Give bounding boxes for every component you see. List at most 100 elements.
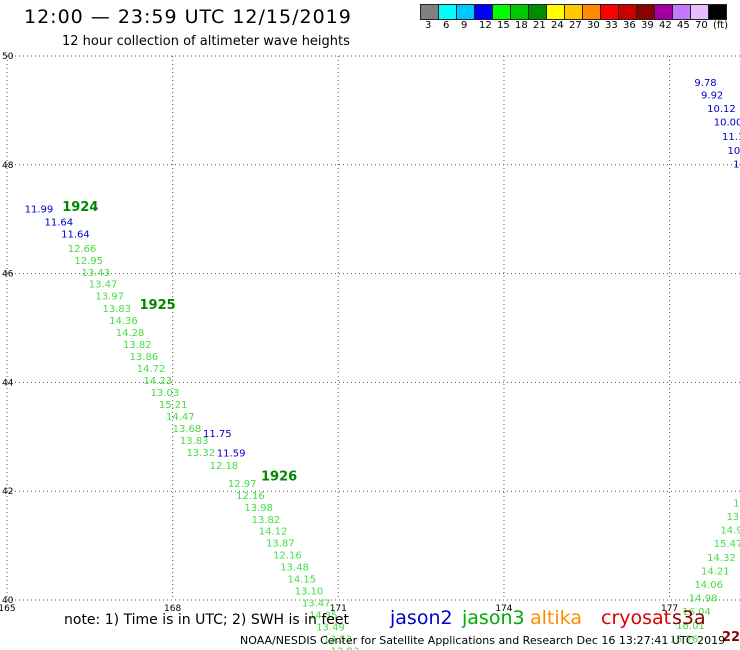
colorbar-label: 15 bbox=[497, 20, 510, 31]
wave-height-point: 15.21 bbox=[159, 400, 188, 411]
wave-height-point: 14.47 bbox=[166, 412, 195, 423]
wave-height-point: 14.12 bbox=[259, 527, 288, 538]
wave-height-point: 13.98 bbox=[244, 503, 273, 514]
wave-height-point: 14.72 bbox=[137, 364, 166, 375]
pass-time-label: 1924 bbox=[62, 200, 98, 215]
colorbar-label: 9 bbox=[461, 20, 468, 31]
colorbar-label: 18 bbox=[515, 20, 528, 31]
wave-height-point: 12.97 bbox=[228, 479, 257, 490]
wave-height-point: 13.49 bbox=[316, 622, 345, 633]
legend-jason3: jason3 bbox=[462, 607, 525, 629]
wave-height-point: 11.75 bbox=[203, 429, 232, 440]
wave-height-point: 10.00 bbox=[714, 118, 740, 129]
legend-cryosat: cryosat bbox=[601, 607, 672, 629]
wave-height-point: 9.78 bbox=[694, 78, 716, 89]
legend-altika: altika bbox=[530, 607, 582, 629]
colorbar-label: 12 bbox=[479, 20, 492, 31]
colorbar-label: 3 bbox=[425, 20, 432, 31]
colorbar-label: (ft) bbox=[713, 20, 729, 31]
x-tick-label: 165 bbox=[0, 604, 16, 614]
pass-time-label: 1925 bbox=[140, 298, 176, 313]
pass-time-label: 2240 bbox=[722, 630, 740, 645]
x-tick-label: 174 bbox=[495, 604, 512, 614]
wave-height-point: 13.53 bbox=[323, 634, 352, 645]
x-tick-label: 177 bbox=[661, 604, 678, 614]
wave-height-point: 10.34 bbox=[728, 146, 740, 157]
wave-height-point: 11.64 bbox=[61, 230, 90, 241]
footer-credit: NOAA/NESDIS Center for Satellite Applica… bbox=[240, 634, 726, 647]
wave-height-point: 15.47 bbox=[714, 539, 740, 550]
wave-height-point: 15.26 bbox=[670, 634, 699, 645]
colorbar-label: 24 bbox=[551, 20, 564, 31]
wave-height-point: 11.99 bbox=[25, 205, 54, 216]
wave-height-point: 13.83 bbox=[180, 436, 209, 447]
wave-height-point: 13.13 bbox=[726, 512, 740, 523]
colorbar-label: 21 bbox=[533, 20, 546, 31]
wave-height-point: 12.81 bbox=[733, 498, 740, 509]
colorbar-label: 45 bbox=[677, 20, 690, 31]
wave-height-point: 14.98 bbox=[689, 594, 718, 605]
wave-height-point: 13.82 bbox=[123, 340, 152, 351]
colorbar-label: 42 bbox=[659, 20, 672, 31]
wave-height-point: 12.16 bbox=[273, 551, 302, 562]
wave-height-point: 13.47 bbox=[302, 599, 331, 610]
colorbar-label: 30 bbox=[587, 20, 600, 31]
colorbar-label: 39 bbox=[641, 20, 654, 31]
wave-height-point: 13.82 bbox=[252, 515, 281, 526]
legend-jason2: jason2 bbox=[390, 607, 453, 629]
units-note: note: 1) Time is in UTC; 2) SWH is in fe… bbox=[64, 612, 350, 628]
legend-s3a: s3a bbox=[672, 607, 706, 629]
wave-height-point: 13.68 bbox=[173, 424, 202, 435]
chart-subtitle: 12 hour collection of altimeter wave hei… bbox=[62, 34, 350, 49]
wave-height-point: 13.48 bbox=[280, 563, 309, 574]
colorbar-label: 27 bbox=[569, 20, 582, 31]
wave-height-point: 12.16 bbox=[236, 491, 265, 502]
wave-height-point: 13.86 bbox=[130, 352, 159, 363]
colorbar-label: 6 bbox=[443, 20, 450, 31]
wave-height-point: 13.97 bbox=[95, 292, 124, 303]
wave-height-point: 14.21 bbox=[701, 566, 730, 577]
wave-height-point: 12.66 bbox=[68, 244, 97, 255]
wave-height-point: 13.32 bbox=[186, 448, 215, 459]
wave-height-point: 14.23 bbox=[143, 376, 172, 387]
wave-height-point: 13.10 bbox=[295, 587, 324, 598]
wave-height-point: 14.15 bbox=[287, 575, 316, 586]
wave-height-point: 12.18 bbox=[210, 461, 239, 472]
wave-height-point: 13.03 bbox=[151, 388, 180, 399]
y-tick-label: 40 bbox=[2, 596, 14, 606]
wave-height-point: 12.93 bbox=[331, 646, 360, 650]
wave-height-point: 14.99 bbox=[720, 526, 740, 537]
wave-height-point: 11.64 bbox=[45, 218, 74, 229]
wave-height-point: 13.87 bbox=[266, 539, 295, 550]
x-tick-label: 168 bbox=[164, 604, 181, 614]
wave-height-point: 14.06 bbox=[694, 580, 723, 591]
colorbar-cell bbox=[708, 4, 727, 20]
wave-height-point: 14.32 bbox=[707, 553, 736, 564]
wave-height-point: 13.47 bbox=[89, 280, 118, 291]
wave-height-point: 14.35 bbox=[309, 610, 338, 621]
wave-height-point: 11.59 bbox=[217, 448, 246, 459]
wave-height-point: 13.43 bbox=[82, 268, 111, 279]
wave-height-point: 13.83 bbox=[103, 304, 132, 315]
wave-height-point: 14.28 bbox=[116, 328, 145, 339]
y-tick-label: 44 bbox=[2, 378, 14, 388]
wave-height-point: 9.92 bbox=[701, 90, 723, 101]
colorbar-label: 36 bbox=[623, 20, 636, 31]
wave-height-point: 11.18 bbox=[722, 132, 740, 143]
y-tick-label: 46 bbox=[2, 270, 14, 280]
wave-height-point: 14.36 bbox=[109, 316, 138, 327]
wave-height-point: 10.12 bbox=[707, 104, 736, 115]
x-tick-label: 171 bbox=[330, 604, 347, 614]
chart-title: 12:00 — 23:59 UTC 12/15/2019 bbox=[24, 6, 352, 28]
wave-height-point: 16.04 bbox=[682, 607, 711, 618]
colorbar bbox=[420, 4, 727, 20]
wave-height-point: 12.95 bbox=[74, 256, 103, 267]
wave-height-point: 16.01 bbox=[676, 621, 705, 632]
y-tick-label: 50 bbox=[2, 52, 14, 62]
wave-height-point: 10.57 bbox=[733, 160, 740, 171]
y-tick-label: 48 bbox=[2, 161, 14, 171]
y-tick-label: 42 bbox=[2, 487, 13, 497]
pass-time-label: 1926 bbox=[261, 469, 297, 484]
colorbar-label: 33 bbox=[605, 20, 618, 31]
